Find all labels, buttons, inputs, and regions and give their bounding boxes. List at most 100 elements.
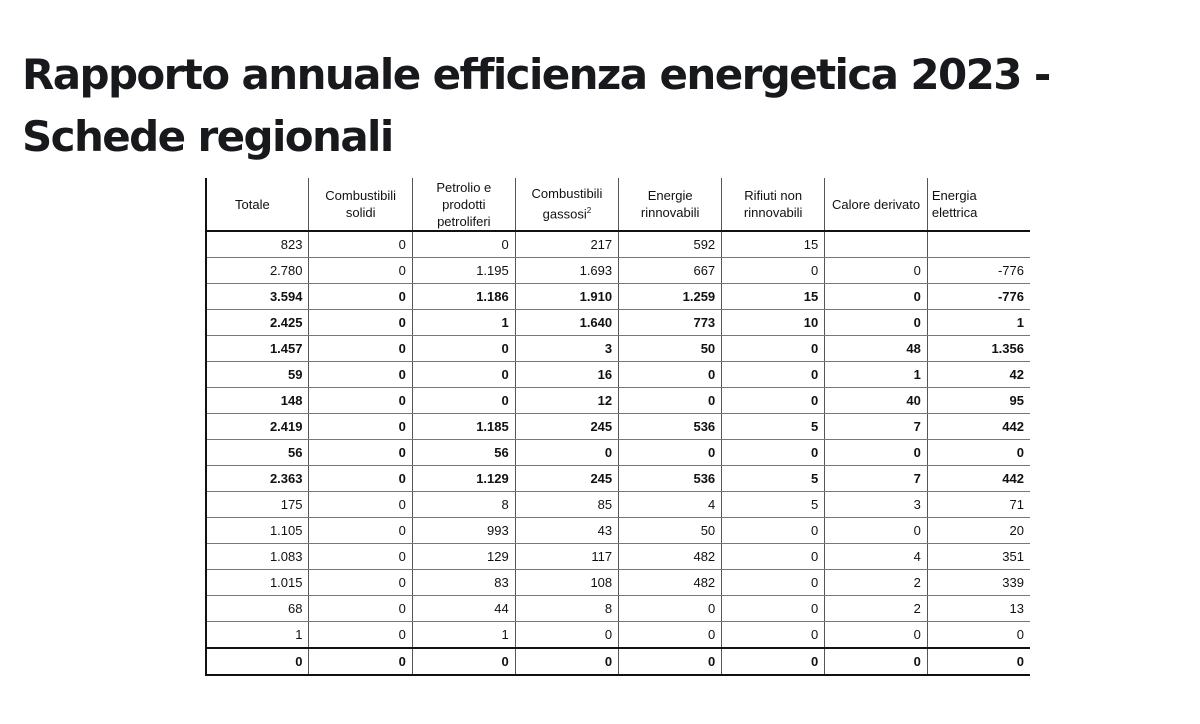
table-row: 1.105 0 993 43 50 0 0 20	[205, 517, 1030, 544]
table-cell: 0	[824, 257, 928, 284]
header-combustibili-gassosi: Combustibili gassosi2	[514, 178, 619, 232]
table-cell: 1.640	[514, 309, 619, 336]
table-cell: 0	[308, 335, 413, 362]
table-cell: 13	[926, 595, 1030, 622]
table-cell: 1.185	[411, 413, 516, 440]
table-row: 2.419 0 1.185 245 536 5 7 442	[205, 413, 1030, 440]
table-cell: 1.457	[205, 335, 309, 362]
table-cell: 0	[926, 621, 1030, 649]
table-cell: 7	[824, 465, 928, 492]
table-cell	[824, 231, 928, 258]
table-cell: 1.083	[205, 543, 309, 570]
table-cell: -776	[926, 257, 1030, 284]
table-cell: 0	[411, 361, 516, 388]
page-title: Rapporto annuale efficienza energetica 2…	[22, 50, 1051, 161]
table-cell: 1.195	[411, 257, 516, 284]
table-row: 148 0 0 12 0 0 40 95	[205, 387, 1030, 414]
table-cell: 0	[308, 543, 413, 570]
table-cell: 0	[308, 465, 413, 492]
table-cell: 85	[514, 491, 619, 518]
table-cell: 245	[514, 413, 619, 440]
table-cell: 0	[926, 647, 1030, 676]
table-cell: 1	[411, 309, 516, 336]
table-cell: 0	[721, 647, 825, 676]
table-cell: 0	[308, 257, 413, 284]
table-cell: 1	[824, 361, 928, 388]
table-cell: 95	[926, 387, 1030, 414]
table-cell: 0	[308, 621, 413, 649]
table-cell: 0	[308, 439, 413, 466]
table-cell: 0	[308, 361, 413, 388]
table-cell: 536	[618, 413, 722, 440]
table-cell: 0	[721, 543, 825, 570]
table-cell: 339	[926, 569, 1030, 596]
table-cell: 108	[514, 569, 619, 596]
table-cell: 592	[618, 231, 722, 258]
table-cell: 442	[926, 465, 1030, 492]
table-cell: 44	[411, 595, 516, 622]
table-cell: 0	[308, 647, 413, 676]
table-cell: 0	[721, 439, 825, 466]
table-row: 2.425 0 1 1.640 773 10 0 1	[205, 309, 1030, 336]
table-cell: 773	[618, 309, 722, 336]
table-cell: 993	[411, 517, 516, 544]
table-cell: 0	[618, 621, 722, 649]
table-cell: 245	[514, 465, 619, 492]
header-combustibili-solidi: Combustibili solidi	[308, 178, 413, 232]
table-cell: 0	[721, 621, 825, 649]
table-cell: 0	[618, 595, 722, 622]
table-cell: 56	[411, 439, 516, 466]
table-cell: 1	[411, 621, 516, 649]
table-cell: 0	[618, 361, 722, 388]
table-cell: 4	[824, 543, 928, 570]
table-cell: 0	[514, 621, 619, 649]
table-cell: 0	[411, 387, 516, 414]
table-cell: 1.015	[205, 569, 309, 596]
table-cell: 15	[721, 231, 825, 258]
table-cell: 0	[308, 387, 413, 414]
table-cell: 1	[205, 621, 309, 649]
energy-balance-table: Totale Combustibili solidi Petrolio e pr…	[205, 178, 1030, 676]
table-cell: 1.129	[411, 465, 516, 492]
table-cell: 0	[824, 517, 928, 544]
table-cell: 2	[824, 569, 928, 596]
table-row: 2.780 0 1.195 1.693 667 0 0 -776	[205, 257, 1030, 284]
table-cell: 20	[926, 517, 1030, 544]
header-energie-rinnovabili: Energie rinnovabili	[618, 178, 722, 232]
table-cell: 1.259	[618, 283, 722, 310]
table-cell: 2.425	[205, 309, 309, 336]
table-cell: 15	[721, 283, 825, 310]
header-energia-elettrica: Energia elettrica	[926, 178, 1030, 232]
table-cell: 482	[618, 543, 722, 570]
table-cell: 175	[205, 491, 309, 518]
table-cell: 59	[205, 361, 309, 388]
table-row: 2.363 0 1.129 245 536 5 7 442	[205, 465, 1030, 492]
table-cell: 0	[926, 439, 1030, 466]
table-cell: 3	[824, 491, 928, 518]
table-cell: 48	[824, 335, 928, 362]
table-cell: 0	[308, 517, 413, 544]
table-cell: 0	[721, 335, 825, 362]
table-cell: 1.186	[411, 283, 516, 310]
table-cell: 42	[926, 361, 1030, 388]
table-cell: 0	[824, 309, 928, 336]
table-cell: 217	[514, 231, 619, 258]
table-row: 175 0 8 85 4 5 3 71	[205, 491, 1030, 518]
table-cell: 3	[514, 335, 619, 362]
table-cell: 5	[721, 491, 825, 518]
table-cell: 8	[514, 595, 619, 622]
table-cell: 0	[618, 647, 722, 676]
table-row: 1.083 0 129 117 482 0 4 351	[205, 543, 1030, 570]
table-cell: 0	[411, 231, 516, 258]
table-cell: 68	[205, 595, 309, 622]
table-cell: 1.105	[205, 517, 309, 544]
table-cell: 0	[308, 595, 413, 622]
table-cell: 0	[824, 647, 928, 676]
table-cell: 0	[308, 283, 413, 310]
table-cell: 0	[721, 257, 825, 284]
table-row: 56 0 56 0 0 0 0 0	[205, 439, 1030, 466]
table-cell: 12	[514, 387, 619, 414]
table-cell: 4	[618, 491, 722, 518]
table-cell: 16	[514, 361, 619, 388]
